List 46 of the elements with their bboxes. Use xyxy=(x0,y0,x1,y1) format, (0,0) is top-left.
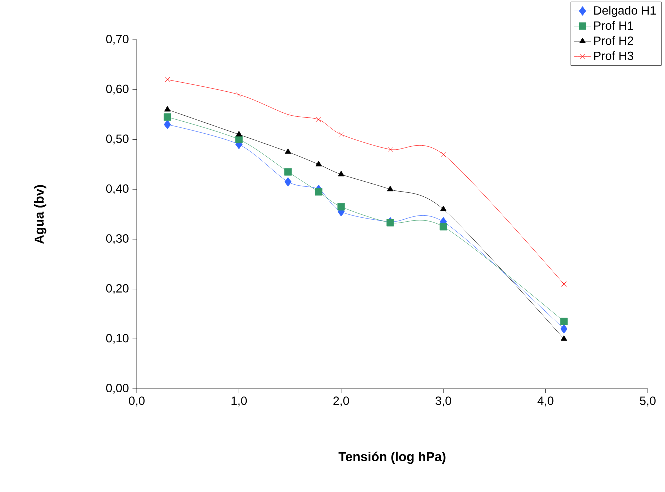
point xyxy=(164,114,172,121)
x-tick-label: 4,0 xyxy=(538,396,554,407)
point xyxy=(236,131,242,137)
point xyxy=(338,170,345,177)
point xyxy=(560,318,568,326)
point xyxy=(164,106,171,112)
x-tick-label: 5,0 xyxy=(640,396,656,407)
point xyxy=(164,77,170,83)
point xyxy=(560,324,568,334)
y-tick-label: 0,30 xyxy=(106,234,129,244)
point xyxy=(562,282,567,287)
y-tick-label: 0,60 xyxy=(106,84,129,95)
point xyxy=(284,177,292,187)
point xyxy=(236,136,243,144)
x-tick-label: 0,0 xyxy=(129,396,145,407)
point xyxy=(164,120,172,130)
legend-label: Prof H3 xyxy=(594,52,634,60)
x-tick-label: 1,0 xyxy=(232,396,248,407)
point xyxy=(236,92,242,98)
y-tick-label: 0,40 xyxy=(106,184,129,195)
point xyxy=(560,335,568,342)
x-axis-title: Tensión (log hPa) xyxy=(338,452,446,464)
y-tick-label: 0,50 xyxy=(106,134,129,145)
point xyxy=(387,186,394,192)
point xyxy=(440,223,448,231)
y-tick-label: 0,10 xyxy=(106,334,129,344)
point xyxy=(315,188,323,196)
point xyxy=(286,112,291,118)
y-tick-label: 0,20 xyxy=(106,284,129,294)
x-tick-label: 3,0 xyxy=(436,396,452,407)
point xyxy=(316,160,322,167)
point xyxy=(284,168,292,176)
legend-label: Prof H1 xyxy=(594,21,634,30)
point xyxy=(440,152,446,158)
legend-label: Delgado H1 xyxy=(594,6,656,18)
y-tick-label: 0,00 xyxy=(106,384,129,394)
point xyxy=(316,117,322,122)
point xyxy=(285,148,292,154)
point xyxy=(338,132,344,138)
legend-label: Prof H2 xyxy=(594,36,634,46)
point xyxy=(338,203,346,211)
y-axis-title: Agua (bv) xyxy=(34,185,47,244)
x-tick-label: 2,0 xyxy=(334,396,350,407)
y-tick-label: 0,70 xyxy=(106,35,129,45)
point xyxy=(440,206,447,212)
point xyxy=(388,147,394,152)
